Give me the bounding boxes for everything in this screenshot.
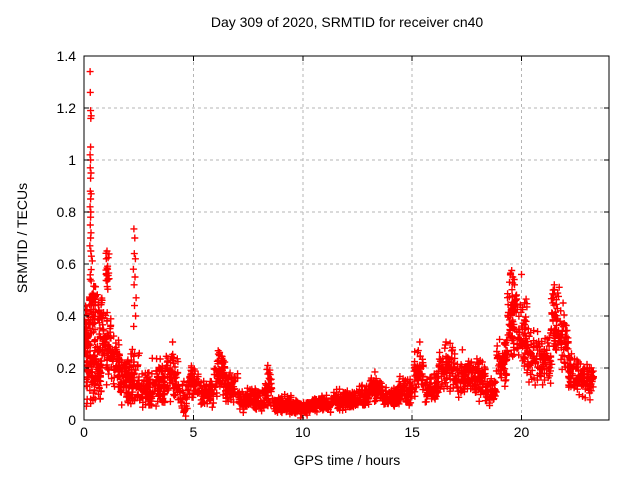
x-tick-label: 10: [295, 424, 311, 440]
axes: [83, 55, 610, 421]
y-tick-label: 0.4: [57, 308, 77, 324]
x-tick-label: 20: [514, 424, 530, 440]
x-tick-label: 0: [80, 424, 88, 440]
grid: [84, 56, 609, 420]
x-tick-label: 15: [404, 424, 420, 440]
y-tick-label: 0.8: [57, 204, 77, 220]
y-tick-label: 1: [68, 152, 76, 168]
tick-labels: 0 5 10 15 20 0 0.2 0.4 0.6 0.8 1 1.2 1.4: [57, 48, 530, 440]
data-points: [84, 68, 597, 420]
chart-title: Day 309 of 2020, SRMTID for receiver cn4…: [210, 14, 484, 30]
y-tick-label: 1.2: [57, 100, 77, 116]
y-tick-label: 0.6: [57, 256, 77, 272]
plot-border: [83, 55, 610, 421]
x-axis-label: GPS time / hours: [293, 452, 401, 468]
y-tick-label: 0: [68, 412, 76, 428]
x-tick-label: 5: [189, 424, 197, 440]
y-tick-label: 0.2: [57, 360, 77, 376]
y-axis-label: SRMTID / TECUs: [14, 182, 30, 294]
y-tick-label: 1.4: [57, 48, 77, 64]
